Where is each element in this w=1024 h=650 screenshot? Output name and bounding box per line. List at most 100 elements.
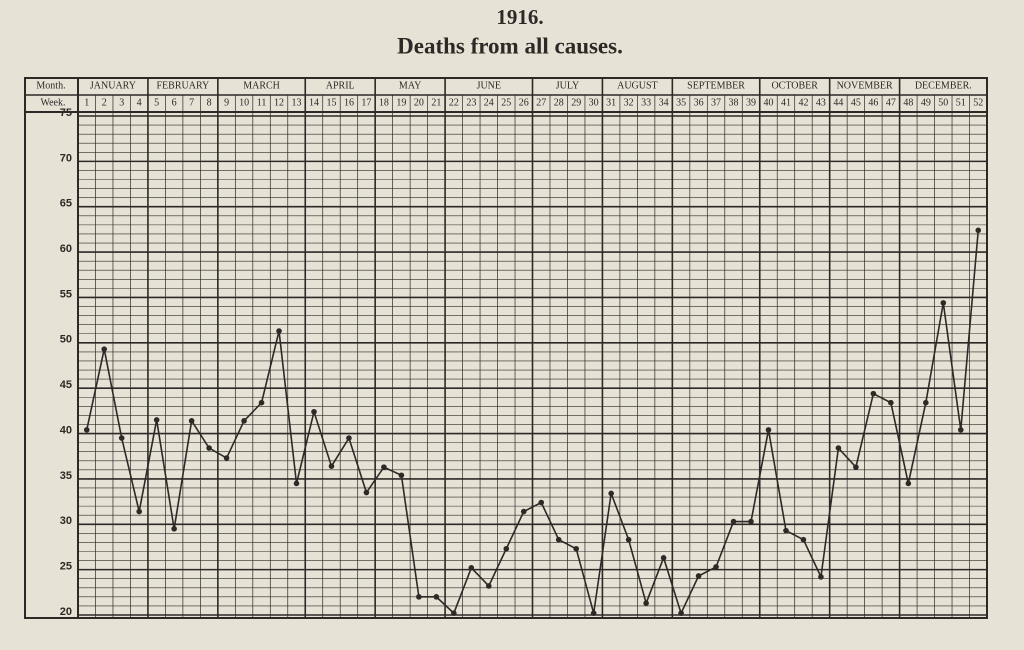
x-tick-label: 28: [554, 97, 564, 108]
data-point: [783, 527, 789, 534]
data-point: [538, 499, 545, 506]
x-tick-label: 9: [224, 97, 229, 108]
x-tick-label: 41: [781, 97, 791, 108]
data-point: [748, 518, 754, 525]
data-point: [485, 583, 492, 589]
data-point: [625, 536, 632, 543]
month-label: JANUARY: [90, 80, 136, 91]
data-point: [835, 445, 842, 451]
x-tick-label: 47: [886, 97, 896, 108]
x-tick-label: 37: [711, 97, 721, 108]
y-tick-label: 65: [60, 198, 72, 210]
x-tick-label: 44: [833, 97, 843, 108]
data-point: [940, 300, 947, 306]
x-tick-label: 2: [102, 97, 107, 108]
data-point: [555, 536, 562, 543]
x-tick-label: 29: [571, 97, 581, 108]
data-point: [800, 536, 807, 543]
data-point: [765, 427, 772, 433]
x-tick-label: 25: [501, 97, 511, 108]
month-label: FEBRUARY: [156, 80, 209, 91]
data-point: [398, 472, 405, 479]
x-tick-label: 7: [189, 97, 194, 108]
x-tick-label: 15: [326, 97, 336, 108]
x-tick-label: 39: [746, 97, 756, 108]
data-point: [188, 418, 195, 424]
week-header-label: Week.: [40, 97, 65, 108]
series-line: [85, 230, 980, 616]
data-point: [503, 545, 510, 552]
data-point: [905, 480, 912, 487]
x-tick-label: 32: [624, 97, 634, 108]
data-point: [433, 594, 440, 600]
month-label: SEPTEMBER: [687, 80, 745, 91]
x-tick-label: 8: [207, 97, 212, 108]
data-point: [870, 390, 877, 397]
x-tick-label: 35: [676, 97, 686, 108]
y-tick-label: 60: [60, 243, 72, 255]
y-tick-label: 70: [60, 152, 72, 164]
y-tick-label: 50: [60, 334, 72, 346]
y-tick-label: 75: [60, 107, 72, 119]
data-point: [957, 427, 964, 433]
data-point: [136, 508, 142, 515]
month-label: MAY: [399, 80, 421, 91]
y-tick-label: 45: [60, 379, 72, 391]
y-tick-label: 40: [60, 424, 72, 436]
data-point: [328, 463, 335, 470]
data-point: [660, 555, 667, 561]
frame: [24, 77, 988, 619]
x-tick-label: 48: [903, 97, 913, 108]
data-point: [206, 445, 212, 451]
data-point: [381, 464, 387, 470]
x-tick-label: 49: [921, 97, 931, 108]
data-point: [258, 399, 265, 406]
data-point: [608, 490, 614, 497]
month-label: JULY: [556, 80, 579, 91]
x-tick-label: 11: [257, 97, 267, 108]
x-tick-label: 33: [641, 97, 651, 108]
x-tick-label: 42: [798, 97, 808, 108]
x-tick-label: 1: [84, 97, 89, 108]
x-tick-label: 38: [729, 97, 739, 108]
data-point: [818, 574, 824, 580]
x-tick-label: 45: [851, 97, 861, 108]
month-label: AUGUST: [617, 80, 658, 91]
x-tick-label: 6: [172, 97, 177, 108]
data-point: [713, 564, 719, 570]
month-label: MARCH: [243, 80, 280, 91]
x-tick-label: 4: [137, 97, 142, 108]
data-point: [223, 455, 230, 461]
data-point: [363, 489, 370, 496]
data-point: [730, 518, 737, 525]
x-tick-label: 18: [379, 97, 389, 108]
month-label: OCTOBER: [771, 80, 818, 91]
data-point: [293, 480, 300, 487]
x-tick-label: 22: [449, 97, 459, 108]
data-point: [118, 435, 125, 441]
data-point: [416, 594, 422, 600]
x-tick-label: 27: [536, 97, 546, 108]
data-point: [573, 545, 580, 552]
y-tick-label: 35: [60, 470, 72, 482]
x-tick-label: 12: [274, 97, 284, 108]
data-point: [241, 418, 247, 424]
x-tick-label: 36: [694, 97, 704, 108]
x-tick-label: 13: [292, 97, 302, 108]
y-tick-label: 30: [60, 515, 72, 527]
month-label: DECEMBER.: [915, 80, 972, 91]
chart-subtitle: Deaths from all causes.: [397, 33, 623, 58]
x-tick-label: 20: [414, 97, 424, 108]
x-tick-label: 26: [519, 97, 529, 108]
chart-title: 1916.: [496, 5, 543, 29]
x-tick-label: 14: [309, 97, 319, 108]
data-point: [888, 399, 894, 406]
data-point: [346, 435, 352, 441]
x-tick-label: 5: [154, 97, 159, 108]
data-point: [975, 227, 982, 234]
month-label: NOVEMBER: [837, 80, 893, 91]
data-point: [153, 417, 160, 423]
data-point: [276, 328, 282, 334]
data-point: [520, 508, 527, 515]
